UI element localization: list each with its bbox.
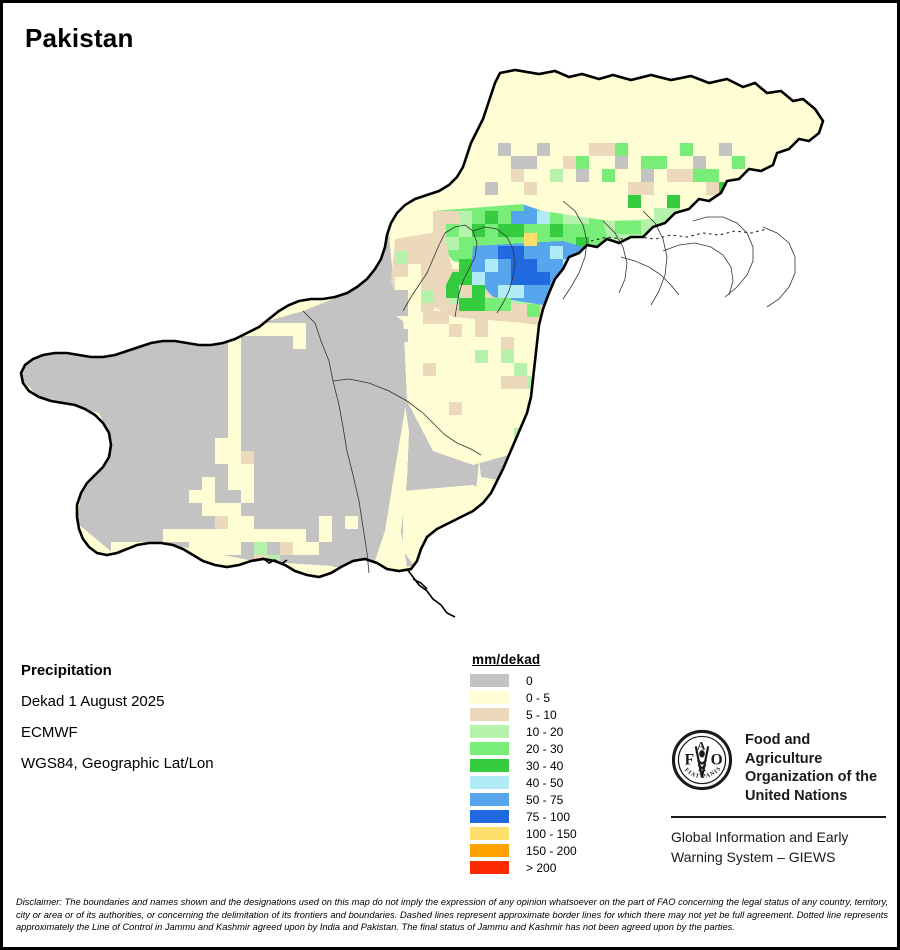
- legend-swatch: [469, 673, 510, 688]
- fao-programme-name: Global Information and Early Warning Sys…: [671, 829, 849, 865]
- legend-row: > 200: [469, 859, 577, 876]
- legend-row: 0 - 5: [469, 689, 577, 706]
- legend-row: 75 - 100: [469, 808, 577, 825]
- legend-swatch: [469, 809, 510, 824]
- legend-swatch: [469, 775, 510, 790]
- legend-label: 0: [526, 673, 533, 688]
- map-canvas[interactable]: [3, 61, 897, 631]
- legend-row: 100 - 150: [469, 825, 577, 842]
- map-info-block: Precipitation Dekad 1 August 2025 ECMWF …: [21, 655, 351, 779]
- legend-row: 10 - 20: [469, 723, 577, 740]
- precipitation-map-svg[interactable]: [3, 61, 897, 631]
- legend-title: mm/dekad: [472, 652, 541, 667]
- legend-label: 5 - 10: [526, 707, 557, 722]
- legend-row: 40 - 50: [469, 774, 577, 791]
- disclaimer-text: Disclaimer: The boundaries and names sho…: [16, 897, 888, 933]
- legend-swatch: [469, 826, 510, 841]
- info-source: ECMWF: [21, 724, 78, 741]
- legend-row: 30 - 40: [469, 757, 577, 774]
- legend-swatch: [469, 758, 510, 773]
- legend-label: 20 - 30: [526, 741, 564, 756]
- info-projection: WGS84, Geographic Lat/Lon: [21, 755, 214, 772]
- fao-branding: F A O FIAT PANIS Food and Agriculture Or…: [671, 729, 886, 867]
- info-variable: Precipitation: [21, 662, 112, 679]
- national-boundary: [19, 68, 825, 579]
- legend-label: 0 - 5: [526, 690, 551, 705]
- legend-label: > 200: [526, 860, 557, 875]
- legend-swatch: [469, 741, 510, 756]
- legend-label: 100 - 150: [526, 826, 577, 841]
- legend-label: 40 - 50: [526, 775, 564, 790]
- info-period: Dekad 1 August 2025: [21, 693, 165, 710]
- legend: mm/dekad 0 0 - 5 5 - 10 10 - 20 20 - 30 30 - …: [469, 652, 577, 876]
- legend-swatch: [469, 707, 510, 722]
- legend-row: 0: [469, 672, 577, 689]
- legend-label: 150 - 200: [526, 843, 577, 858]
- legend-label: 75 - 100: [526, 809, 571, 824]
- fao-divider: [671, 816, 886, 818]
- province-boundaries: [302, 200, 796, 574]
- legend-row: 20 - 30: [469, 740, 577, 757]
- legend-swatch: [469, 724, 510, 739]
- legend-swatch: [469, 792, 510, 807]
- legend-row: 50 - 75: [469, 791, 577, 808]
- svg-text:A: A: [697, 739, 706, 752]
- fao-organization-name: Food and Agriculture Organization of the…: [745, 732, 878, 804]
- svg-text:O: O: [711, 751, 723, 768]
- legend-row: 150 - 200: [469, 842, 577, 859]
- legend-label: 50 - 75: [526, 792, 564, 807]
- svg-text:F: F: [685, 751, 694, 768]
- legend-row: 5 - 10: [469, 706, 577, 723]
- legend-label: 30 - 40: [526, 758, 564, 773]
- legend-label: 10 - 20: [526, 724, 564, 739]
- coastline-detail: [262, 557, 456, 618]
- fao-logo-icon: F A O FIAT PANIS: [671, 729, 733, 791]
- page-title: Pakistan: [25, 23, 134, 53]
- legend-swatch: [469, 690, 510, 705]
- legend-swatch: [469, 860, 510, 875]
- legend-swatch: [469, 843, 510, 858]
